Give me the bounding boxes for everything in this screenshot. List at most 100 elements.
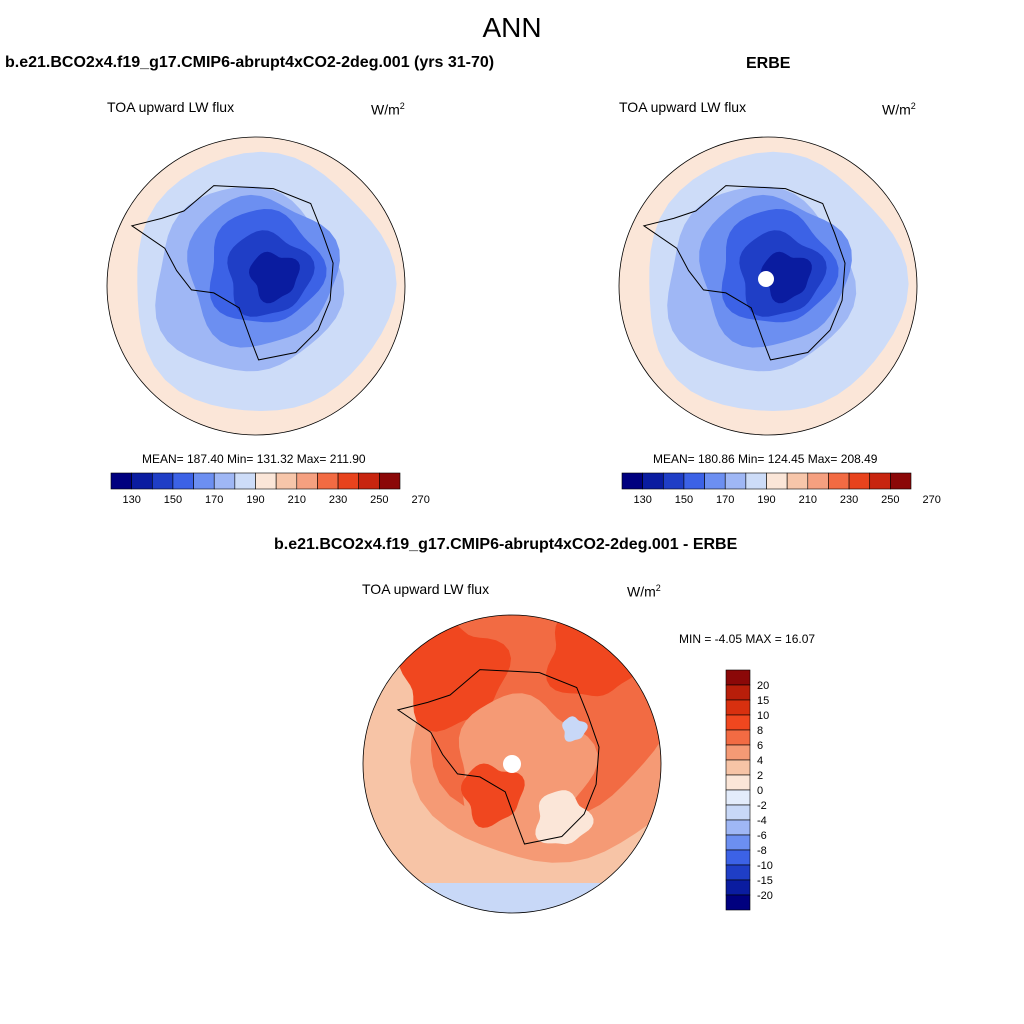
panel-3-colorbar-tick: 8 xyxy=(757,725,763,737)
panel-2-colorbar-box xyxy=(724,472,747,490)
panel-3-units: W/m2 xyxy=(627,583,661,600)
panel-2-colorbar-tick: 210 xyxy=(799,494,817,506)
panel-1-title: b.e21.BCO2x4.f19_g17.CMIP6-abrupt4xCO2-2… xyxy=(5,54,495,71)
panel-3-coastline xyxy=(396,669,600,845)
panel-2-colorbar-tick: 250 xyxy=(881,494,899,506)
panel-2-stats: MEAN= 180.86 Min= 124.45 Max= 208.49 xyxy=(653,452,878,466)
panel-2-colorbar: 130 150 170 190 210 230 250 270 xyxy=(621,472,941,506)
panel-3-missing-data xyxy=(503,755,521,773)
panel-1-map-field xyxy=(106,136,406,436)
panel-2-colorbar-tick: 170 xyxy=(716,494,734,506)
panel-3-colorbar-box xyxy=(725,744,751,761)
panel-3-colorbar-tick: -8 xyxy=(757,845,767,857)
panel-2-colorbar-box xyxy=(890,472,912,490)
panel-1-colorbar-box xyxy=(193,472,215,490)
panel-2-coastline xyxy=(642,185,846,361)
panel-3-colorbar-box xyxy=(725,684,751,701)
panel-3-colorbar-box xyxy=(725,729,751,746)
panel-2-map-field xyxy=(618,136,918,436)
panel-3-colorbar-box xyxy=(725,894,751,911)
panel-3-colorbar-tick: 4 xyxy=(757,755,763,767)
panel-1-colorbar-box xyxy=(110,472,132,490)
panel-3-colorbar-box xyxy=(725,774,751,791)
panel-1-colorbar-box xyxy=(317,472,339,490)
panel-3-variable-label: TOA upward LW flux xyxy=(362,581,490,597)
panel-2-title: ERBE xyxy=(746,55,791,72)
panel-1-colorbar-box xyxy=(234,472,256,490)
panel-2-map-border xyxy=(618,136,918,436)
panel-2-colorbar-tick: 270 xyxy=(922,494,940,506)
panel-1-colorbar-box xyxy=(151,472,174,490)
panel-1-colorbar-box xyxy=(275,472,298,490)
panel-2-colorbar-tick: 150 xyxy=(675,494,693,506)
panel-2-colorbar-box xyxy=(869,472,891,490)
panel-3-colorbar-box xyxy=(725,864,751,881)
panel-3-colorbar-box xyxy=(725,714,751,731)
panel-1-colorbar-box xyxy=(379,472,401,490)
panel-1-colorbar-box xyxy=(172,472,194,490)
panel-1-colorbar-box xyxy=(213,472,236,490)
panel-2-colorbar-box xyxy=(662,472,685,490)
panel-3-colorbar-tick: -2 xyxy=(757,800,767,812)
panel-1-colorbar-tick: 230 xyxy=(329,494,347,506)
panel-2-missing-data xyxy=(758,271,774,287)
panel-3-colorbar-tick: -20 xyxy=(757,890,773,902)
panel-2-colorbar-box xyxy=(786,472,809,490)
panel-2-colorbar-tick: 130 xyxy=(633,494,651,506)
panel-1-colorbar-box xyxy=(296,472,318,490)
panel-1-variable-label: TOA upward LW flux xyxy=(107,99,235,115)
panel-3-colorbar-tick: -4 xyxy=(757,815,767,827)
panel-3-colorbar-tick: -10 xyxy=(757,860,773,872)
panel-2-colorbar-tick: 230 xyxy=(840,494,858,506)
panel-1-colorbar-tick: 210 xyxy=(288,494,306,506)
panel-3-colorbar-tick: 10 xyxy=(757,710,769,722)
panel-1-colorbar-box xyxy=(131,472,153,490)
panel-1-colorbar-tick: 130 xyxy=(122,494,140,506)
panel-1-colorbar-tick: 270 xyxy=(411,494,429,506)
panel-3-colorbar-tick: 0 xyxy=(757,785,763,797)
panel-1-colorbar: 130 150 170 190 210 230 250 270 xyxy=(110,472,430,506)
panel-1-colorbar-tick: 150 xyxy=(164,494,182,506)
panel-3-title: b.e21.BCO2x4.f19_g17.CMIP6-abrupt4xCO2-2… xyxy=(274,536,738,553)
panel-3-stats: MIN = -4.05 MAX = 16.07 xyxy=(679,632,816,646)
panel-1-stats: MEAN= 187.40 Min= 131.32 Max= 211.90 xyxy=(142,452,366,466)
panel-3-colorbar-tick: 15 xyxy=(757,695,769,707)
panel-3-colorbar-tick: -6 xyxy=(757,830,767,842)
panel-2-colorbar-box xyxy=(745,472,767,490)
panel-3-colorbar-box xyxy=(725,849,751,866)
panel-2-colorbar-box xyxy=(766,472,788,490)
panel-2-colorbar-tick: 190 xyxy=(757,494,775,506)
panel-3-colorbar-box xyxy=(725,669,751,686)
panel-1-colorbar-box xyxy=(337,472,360,490)
panel-3-colorbar-box xyxy=(725,804,751,821)
panel-2-colorbar-box xyxy=(704,472,726,490)
panel-3-colorbar-box xyxy=(725,789,751,806)
panel-1-colorbar-tick: 170 xyxy=(205,494,223,506)
panel-3-colorbar-tick: -15 xyxy=(757,875,773,887)
panel-2-units: W/m2 xyxy=(882,101,916,118)
panel-3-colorbar-box xyxy=(725,879,751,896)
panel-3-colorbar-tick: 2 xyxy=(757,770,763,782)
panel-1-coastline xyxy=(130,185,334,361)
panel-1-colorbar-tick: 190 xyxy=(246,494,264,506)
panel-3-map-border xyxy=(362,614,662,914)
panel-1-map-border xyxy=(106,136,406,436)
panel-3-colorbar-tick: 6 xyxy=(757,740,763,752)
panel-2-colorbar-box xyxy=(848,472,871,490)
panel-2-colorbar-box xyxy=(621,472,643,490)
panel-2-colorbar-box xyxy=(807,472,829,490)
panel-2-variable-label: TOA upward LW flux xyxy=(619,99,747,115)
panel-1-colorbar-tick: 250 xyxy=(370,494,388,506)
panel-1-colorbar-box xyxy=(255,472,277,490)
panel-3-map-field xyxy=(362,614,662,914)
panel-3-colorbar-box xyxy=(725,819,751,836)
panel-2-colorbar-box xyxy=(642,472,664,490)
panel-3-colorbar-box xyxy=(725,699,751,716)
main-title: ANN xyxy=(482,12,542,43)
panel-1-units: W/m2 xyxy=(371,101,405,118)
panel-3-colorbar-box xyxy=(725,834,751,851)
panel-3-colorbar-tick: 20 xyxy=(757,680,769,692)
panel-2-colorbar-box xyxy=(828,472,850,490)
